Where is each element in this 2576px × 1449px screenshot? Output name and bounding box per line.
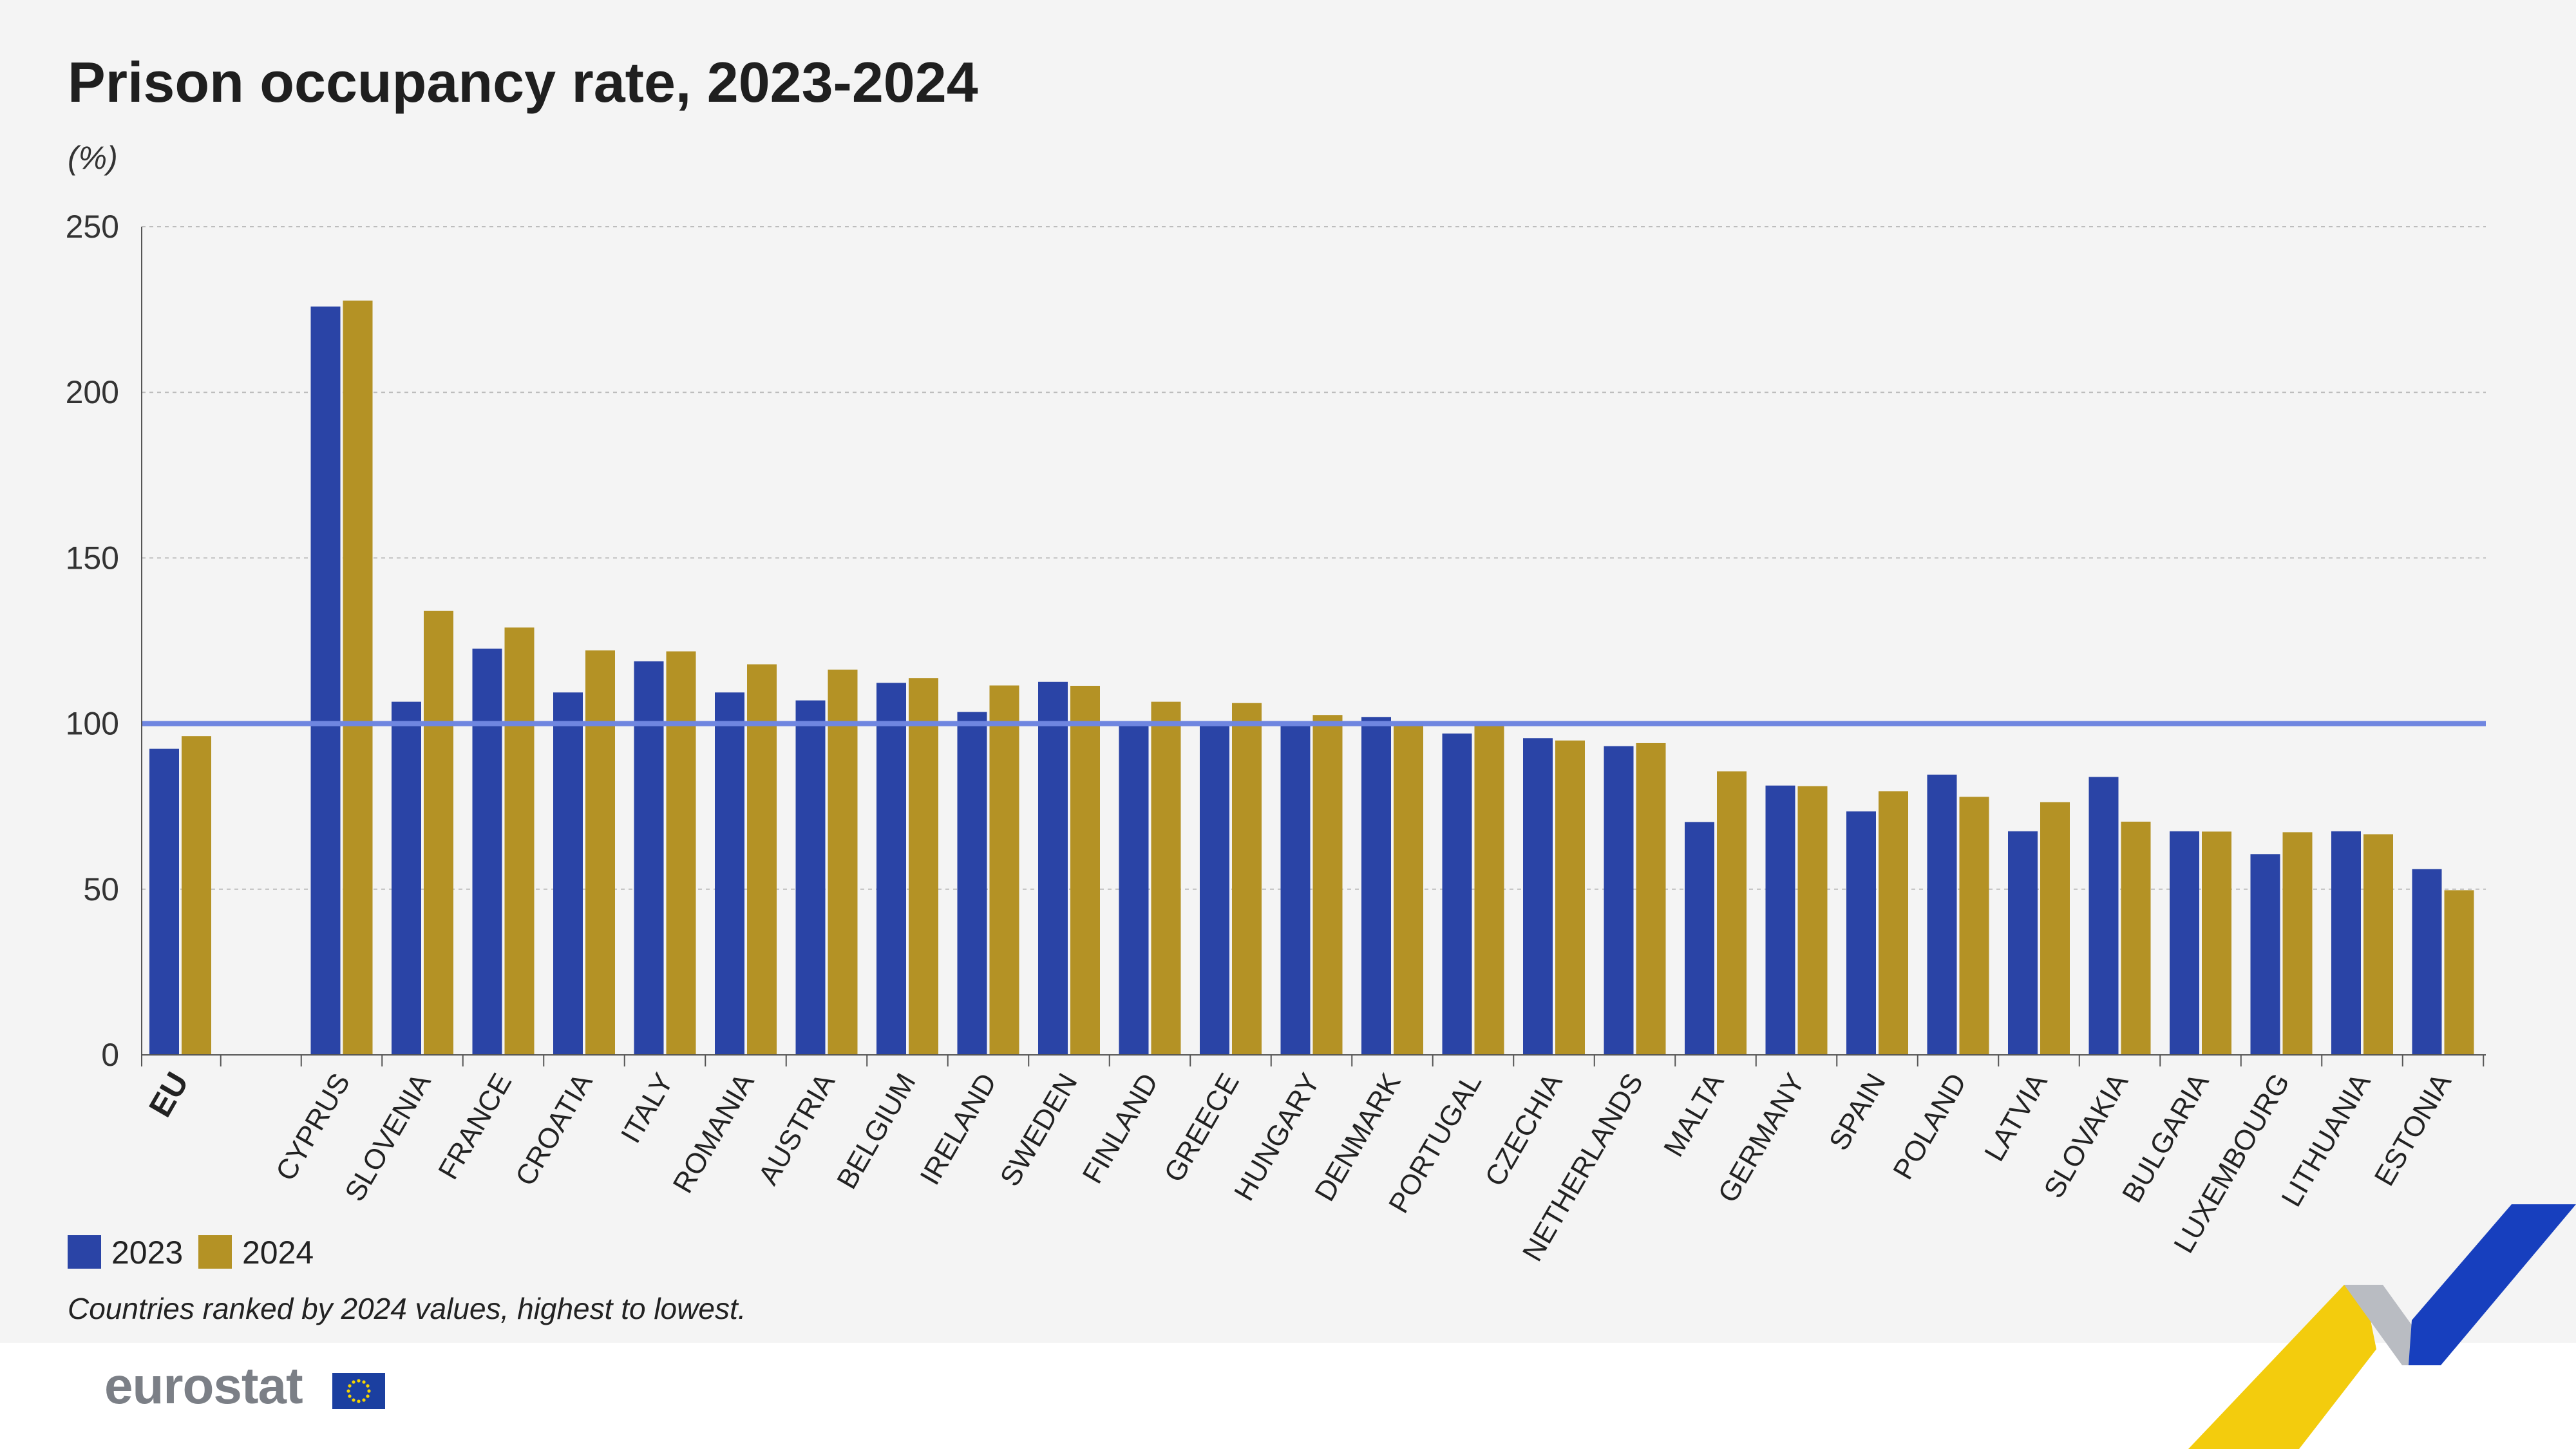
bar-2024-germany: [1797, 786, 1828, 1055]
bar-2024-greece: [1232, 703, 1262, 1055]
bars: [149, 300, 2474, 1056]
bar-2024-slovakia: [2121, 821, 2151, 1055]
bar-2023-denmark: [1361, 717, 1391, 1055]
x-tick-label: MALTA: [1658, 1068, 1730, 1162]
y-axis-unit: (%): [68, 140, 118, 176]
bar-2024-bulgaria: [2202, 831, 2231, 1055]
bar-2024-romania: [747, 664, 777, 1055]
bar-2023-greece: [1200, 725, 1229, 1055]
bar-2023-netherlands: [1604, 746, 1634, 1055]
bar-2024-finland: [1151, 701, 1181, 1055]
axes: [141, 227, 2486, 1066]
legend-swatch-2024: [198, 1235, 232, 1269]
bar-2023-luxembourg: [2250, 854, 2280, 1055]
bar-2023-finland: [1119, 723, 1149, 1055]
bar-2023-hungary: [1280, 724, 1311, 1055]
bar-2023-ireland: [957, 712, 987, 1055]
eurostat-logo: eurostat: [104, 1357, 303, 1414]
x-tick-label: CYPRUS: [270, 1068, 356, 1186]
bar-2023-france: [472, 649, 502, 1055]
chart-note: Countries ranked by 2024 values, highest…: [68, 1292, 746, 1325]
x-tick-label: CZECHIA: [1479, 1068, 1569, 1191]
x-tick-label: SLOVAKIA: [2038, 1068, 2135, 1204]
bar-2023-spain: [1846, 811, 1876, 1055]
bar-2023-slovakia: [2088, 777, 2119, 1055]
x-tick-label: ESTONIA: [2369, 1068, 2458, 1191]
x-tick-label: ITALY: [615, 1068, 679, 1149]
bar-2023-belgium: [876, 683, 906, 1055]
bar-2023-portugal: [1442, 734, 1472, 1055]
bar-2023-germany: [1765, 785, 1795, 1055]
bar-2024-italy: [666, 651, 696, 1055]
bar-2023-croatia: [553, 692, 583, 1055]
x-tick-label: BELGIUM: [831, 1068, 922, 1195]
x-tick-label: LATVIA: [1978, 1068, 2054, 1167]
legend: 2023 2024: [68, 1235, 314, 1271]
y-axis-ticks: 0 50 100 150 200 250: [66, 209, 119, 1073]
x-tick-label: GREECE: [1158, 1068, 1245, 1188]
bar-2024-eu: [182, 736, 211, 1055]
y-tick-label: 250: [66, 209, 119, 245]
bar-2023-latvia: [2008, 831, 2038, 1055]
bar-2024-latvia: [2040, 802, 2070, 1055]
bar-2023-italy: [634, 661, 664, 1055]
y-tick-label: 100: [66, 706, 119, 742]
footer-band: [0, 1343, 2576, 1449]
legend-swatch-2023: [68, 1235, 101, 1269]
bar-2024-netherlands: [1636, 743, 1666, 1055]
bar-2024-denmark: [1394, 723, 1423, 1055]
bar-2024-czechia: [1555, 740, 1585, 1055]
legend-label-2023: 2023: [111, 1235, 183, 1271]
bar-2023-poland: [1927, 774, 1957, 1055]
bar-2023-czechia: [1523, 738, 1553, 1055]
bar-2024-cyprus: [343, 300, 373, 1056]
bar-2024-estonia: [2444, 890, 2474, 1055]
x-tick-label: SWEDEN: [994, 1068, 1084, 1192]
chart-title: Prison occupancy rate, 2023-2024: [68, 50, 978, 114]
x-tick-label: SLOVENIA: [339, 1068, 437, 1207]
bar-2023-cyprus: [310, 306, 341, 1055]
x-tick-label: ROMANIA: [667, 1068, 761, 1198]
x-tick-label: EU: [142, 1066, 195, 1123]
bar-2024-luxembourg: [2282, 832, 2313, 1055]
bar-2023-eu: [149, 748, 179, 1055]
bar-2024-belgium: [909, 678, 938, 1055]
x-tick-label: CROATIA: [509, 1068, 599, 1191]
x-tick-label: SPAIN: [1823, 1068, 1892, 1156]
bar-2023-lithuania: [2331, 831, 2361, 1055]
bar-2023-slovenia: [392, 701, 421, 1055]
x-tick-label: FINLAND: [1077, 1068, 1165, 1189]
bar-2024-france: [504, 627, 535, 1055]
bar-2024-slovenia: [424, 611, 453, 1055]
bar-2024-croatia: [585, 650, 615, 1055]
bar-2024-hungary: [1312, 715, 1343, 1055]
y-tick-label: 50: [83, 871, 119, 907]
bar-2024-portugal: [1474, 726, 1504, 1055]
bar-2024-spain: [1879, 791, 1908, 1055]
bar-2023-estonia: [2412, 869, 2442, 1055]
y-tick-label: 200: [66, 374, 119, 410]
bar-2023-austria: [795, 700, 826, 1055]
x-tick-label: AUSTRIA: [752, 1068, 841, 1190]
y-tick-label: 150: [66, 540, 119, 576]
bar-2024-lithuania: [2363, 834, 2393, 1055]
bar-2023-sweden: [1038, 681, 1068, 1055]
bar-2024-poland: [1959, 797, 1989, 1055]
x-tick-label: FRANCE: [432, 1068, 518, 1185]
bar-2024-malta: [1717, 771, 1747, 1055]
x-tick-label: IRELAND: [914, 1068, 1003, 1191]
bar-2024-austria: [828, 669, 858, 1055]
y-tick-label: 0: [101, 1037, 119, 1073]
bar-2023-romania: [715, 692, 744, 1055]
eu-flag-icon: [332, 1373, 385, 1409]
x-tick-label: POLAND: [1887, 1068, 1973, 1185]
legend-label-2024: 2024: [242, 1235, 314, 1271]
bar-2024-ireland: [989, 685, 1019, 1055]
bar-2024-sweden: [1070, 685, 1100, 1055]
bar-2023-bulgaria: [2170, 831, 2199, 1055]
bar-2023-malta: [1685, 822, 1714, 1055]
